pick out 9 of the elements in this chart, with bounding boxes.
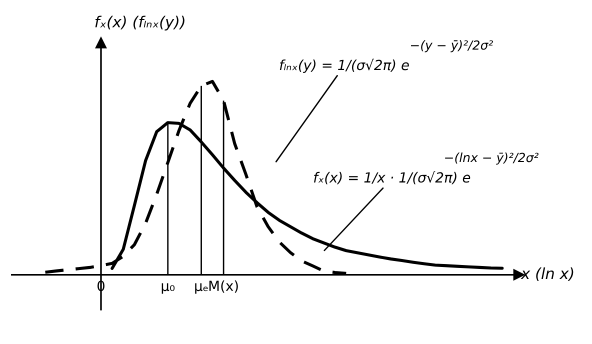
annotation: −(lnx − ȳ)²/2σ² <box>445 152 539 165</box>
text: −(y − ȳ)²/2σ² <box>410 40 494 52</box>
x-tick-label: μₑ <box>195 283 208 294</box>
text: fₗₙₓ(y) = 1/(σ√2π) e <box>280 58 409 73</box>
x-tick-label: μ₀ <box>162 283 175 294</box>
annotation: fₓ(x) = 1/x · 1/(σ√2π) e <box>314 171 470 184</box>
x-tick-label: M(x) <box>209 280 238 293</box>
y-axis-title: fₓ(x) (fₗₙₓ(y)) <box>95 16 184 30</box>
x-axis-title: x (ln x) <box>520 267 574 282</box>
